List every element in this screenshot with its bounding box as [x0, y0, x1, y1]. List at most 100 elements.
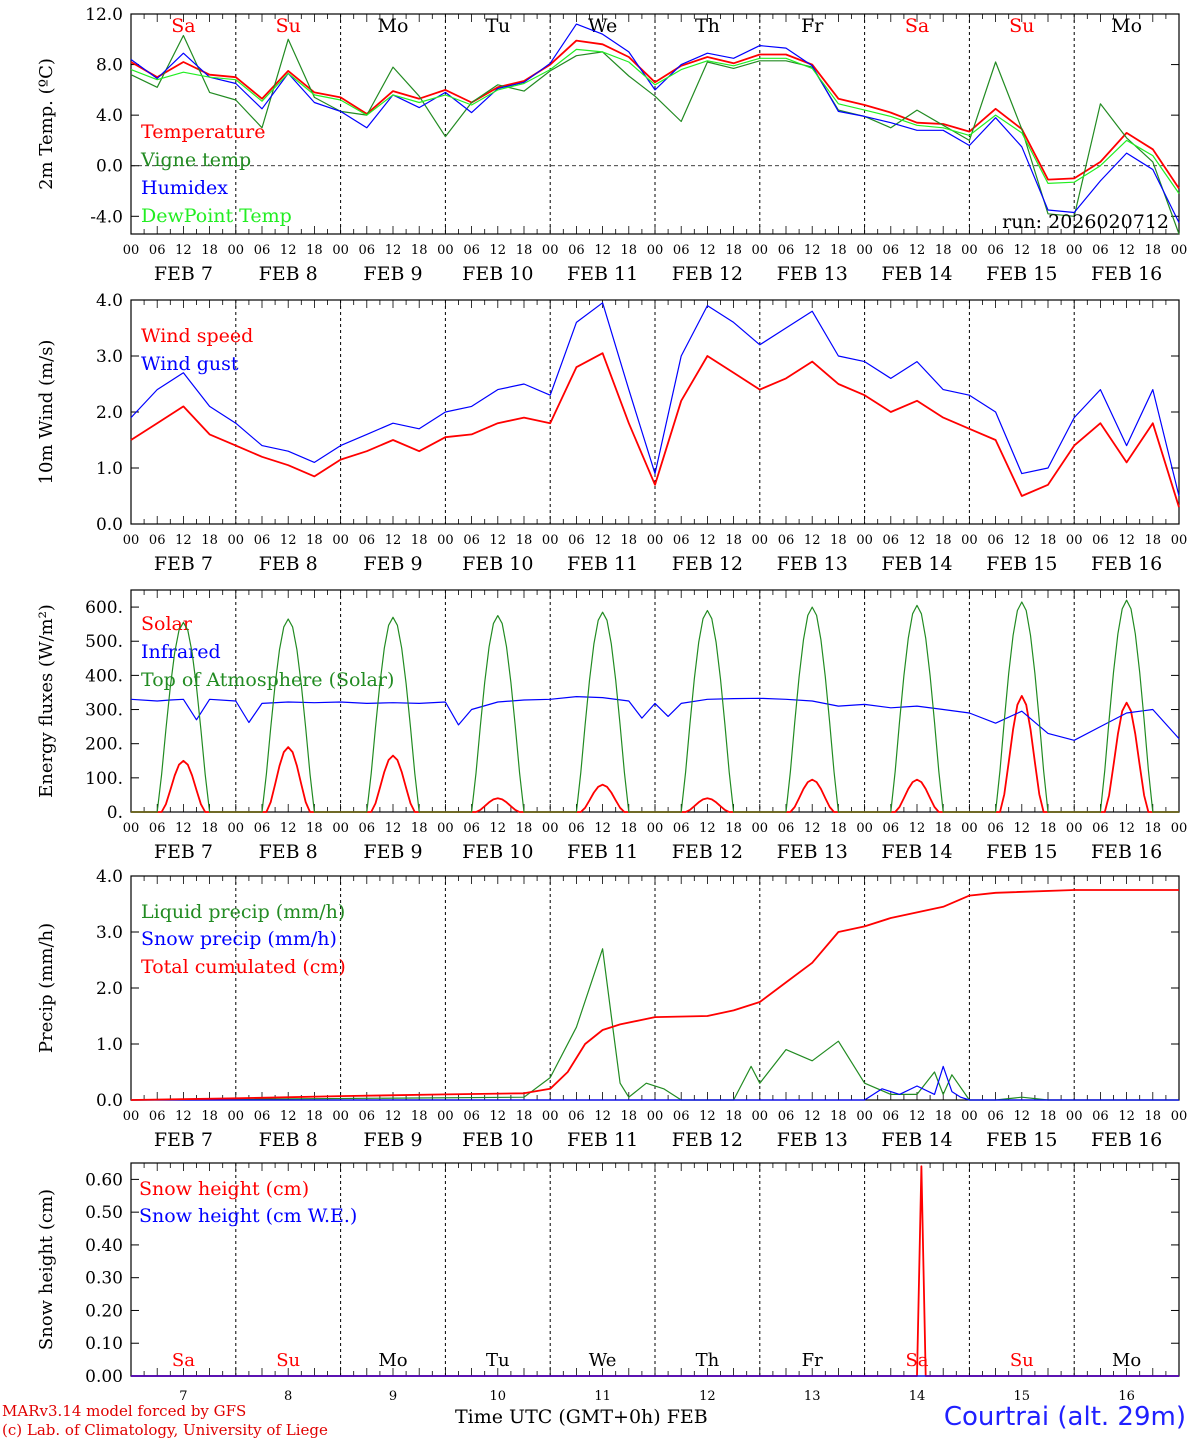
hour-tick-label: 18 [1145, 533, 1162, 548]
hour-tick-label: 12 [175, 1109, 192, 1124]
series-line-liquid-precip-mm-h- [130, 948, 1179, 1101]
hour-tick-label: 18 [1145, 243, 1162, 258]
hour-tick-label: 06 [987, 243, 1004, 258]
legend-entry: Total cumulated (cm) [141, 956, 346, 978]
date-label: FEB 15 [986, 1129, 1057, 1151]
legend-entry: Wind speed [141, 325, 253, 347]
hour-tick-label: 18 [516, 243, 533, 258]
hour-tick-label: 12 [1118, 243, 1135, 258]
hour-tick-label: 00 [961, 533, 978, 548]
hour-tick-label: 12 [699, 243, 716, 258]
hour-tick-label: 00 [752, 821, 769, 836]
hour-tick-label: 06 [149, 533, 166, 548]
legend-entry: Snow height (cm) [139, 1178, 309, 1200]
y-tick-label: 12.0 [85, 5, 123, 25]
hour-tick-label: 12 [175, 243, 192, 258]
date-label: FEB 10 [462, 1129, 533, 1151]
y-tick-label: 0.40 [85, 1236, 123, 1256]
hour-tick-label: 00 [1171, 821, 1188, 836]
hour-tick-label: 00 [856, 821, 873, 836]
hour-tick-label: 00 [961, 821, 978, 836]
hour-tick-label: 00 [332, 821, 349, 836]
x-minor-ticks-3 [130, 590, 1180, 812]
hour-tick-label: 18 [1040, 821, 1057, 836]
series-line-humidex [130, 23, 1180, 223]
y-tick-label: 500. [85, 632, 123, 652]
y-tick-label: 0.10 [85, 1334, 123, 1354]
date-label: FEB 12 [672, 1129, 743, 1151]
hour-tick-label: 06 [987, 533, 1004, 548]
hour-tick-label: 06 [987, 1109, 1004, 1124]
hour-tick-label: 00 [542, 533, 559, 548]
hour-tick-label: 00 [228, 821, 245, 836]
hour-tick-label: 18 [725, 1109, 742, 1124]
y-axis-label: Snow height (cm) [36, 1189, 57, 1350]
hour-tick-label: 00 [1066, 533, 1083, 548]
hour-tick-label: 18 [306, 821, 323, 836]
hour-tick-label: 18 [411, 821, 428, 836]
date-label: FEB 9 [363, 553, 422, 575]
hour-tick-label: 12 [804, 533, 821, 548]
hour-tick-label: 12 [1014, 1109, 1031, 1124]
hour-tick-label: 12 [804, 243, 821, 258]
hour-tick-label: 12 [909, 533, 926, 548]
hour-tick-label: 06 [359, 243, 376, 258]
hour-tick-label: 00 [228, 243, 245, 258]
hour-tick-label: 00 [1171, 533, 1188, 548]
hour-tick-label: 18 [935, 533, 952, 548]
hour-tick-label: 06 [778, 243, 795, 258]
day-name-label: Su [1010, 1350, 1034, 1371]
date-label: FEB 15 [986, 553, 1057, 575]
hour-tick-label: 00 [542, 243, 559, 258]
date-label: FEB 14 [881, 841, 952, 863]
hour-tick-label: 12 [385, 533, 402, 548]
date-label: FEB 12 [672, 263, 743, 285]
hour-tick-label: 06 [463, 1109, 480, 1124]
hour-tick-label: 12 [280, 243, 297, 258]
hour-tick-label: 06 [463, 243, 480, 258]
hour-tick-label: 00 [332, 1109, 349, 1124]
hour-tick-label: 00 [961, 243, 978, 258]
date-label: FEB 11 [567, 553, 638, 575]
hour-tick-label: 18 [621, 533, 638, 548]
hour-tick-label: 06 [149, 243, 166, 258]
hour-tick-label: 12 [490, 533, 507, 548]
day-name-label: Sa [171, 15, 195, 37]
hour-tick-label: 00 [228, 1109, 245, 1124]
hour-tick-label: 00 [961, 1109, 978, 1124]
hour-tick-label: 12 [804, 1109, 821, 1124]
date-label: FEB 9 [363, 841, 422, 863]
hour-tick-label: 06 [883, 1109, 900, 1124]
hour-tick-label: 12 [175, 821, 192, 836]
hour-tick-label: 12 [1014, 243, 1031, 258]
day-number-label: 13 [804, 1389, 821, 1404]
legend-entry: Liquid precip (mm/h) [141, 901, 345, 923]
x-minor-ticks-1 [130, 14, 1180, 234]
hour-tick-label: 00 [856, 533, 873, 548]
hour-tick-label: 06 [778, 1109, 795, 1124]
hour-tick-label: 12 [385, 1109, 402, 1124]
hour-tick-label: 18 [306, 1109, 323, 1124]
series-line-total-cumulated-cm- [130, 889, 1179, 1101]
day-name-label: Su [1009, 15, 1034, 37]
hour-tick-label: 18 [306, 533, 323, 548]
date-label: FEB 8 [259, 1129, 318, 1151]
y-tick-label: 600. [85, 598, 123, 618]
day-number-label: 11 [594, 1389, 611, 1404]
series-line-infrared [130, 696, 1180, 741]
date-label: FEB 10 [462, 553, 533, 575]
hour-tick-label: 18 [935, 243, 952, 258]
date-label: FEB 16 [1091, 1129, 1162, 1151]
y-tick-label: 0.50 [85, 1203, 123, 1223]
hour-tick-label: 18 [411, 533, 428, 548]
y-tick-label: 2.0 [96, 403, 123, 423]
series-line-dewpoint-temp [130, 48, 1180, 194]
date-label: FEB 8 [259, 263, 318, 285]
hour-tick-label: 06 [568, 533, 585, 548]
hour-tick-label: 00 [332, 533, 349, 548]
x-minor-ticks-5 [130, 1163, 1180, 1376]
y-tick-label: 100. [85, 769, 123, 789]
hour-tick-label: 12 [385, 821, 402, 836]
day-name-label: We [589, 1350, 617, 1371]
hour-tick-label: 18 [516, 1109, 533, 1124]
